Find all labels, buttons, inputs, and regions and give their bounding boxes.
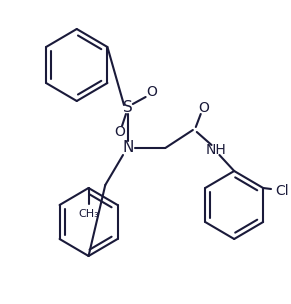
Text: CH₃: CH₃ xyxy=(78,209,99,219)
Text: O: O xyxy=(115,125,125,139)
Text: NH: NH xyxy=(206,143,227,157)
Text: S: S xyxy=(123,101,133,116)
Text: N: N xyxy=(122,140,134,156)
Text: O: O xyxy=(198,101,209,115)
Text: Cl: Cl xyxy=(275,184,289,198)
Text: O: O xyxy=(146,85,157,99)
